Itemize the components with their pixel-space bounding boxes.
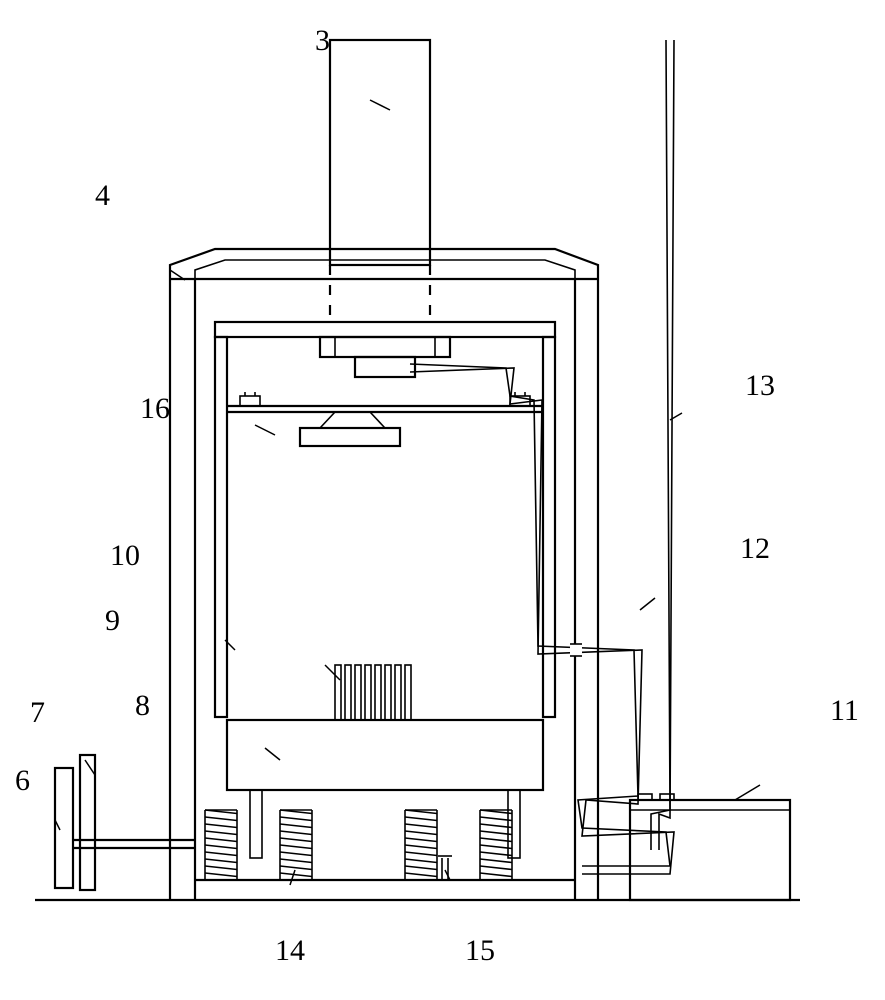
callout-label: 8 <box>135 689 150 722</box>
callout-label: 9 <box>105 604 120 637</box>
callout-label: 14 <box>275 934 305 967</box>
callout-label: 12 <box>740 532 770 565</box>
callout-label: 10 <box>110 539 140 572</box>
callout-label: 13 <box>745 369 775 402</box>
callout-label: 4 <box>95 179 110 212</box>
callout-label: 7 <box>30 696 45 729</box>
callout-label: 3 <box>315 24 330 57</box>
callout-label: 15 <box>465 934 495 967</box>
callout-label: 11 <box>830 694 859 727</box>
callout-label: 16 <box>140 392 170 425</box>
callout-label: 6 <box>15 764 30 797</box>
